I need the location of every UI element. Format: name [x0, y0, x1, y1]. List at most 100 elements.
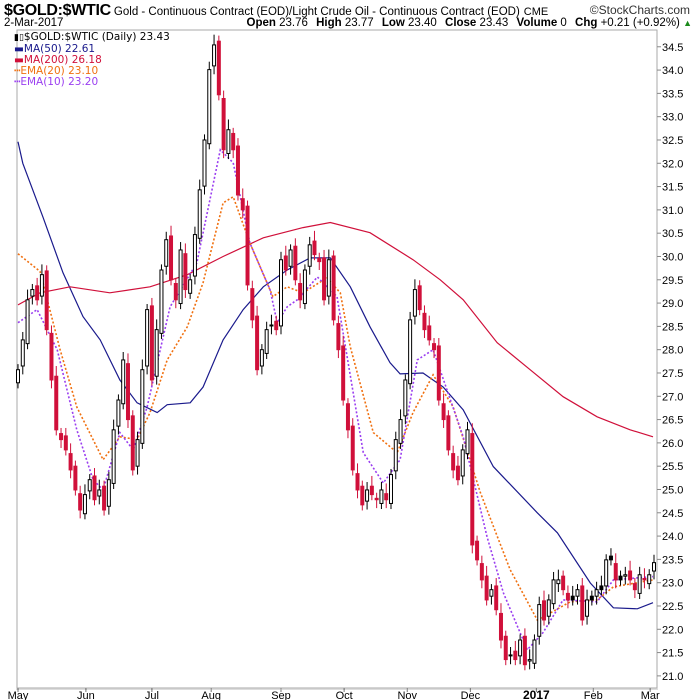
y-tick-label: 23.0	[662, 578, 683, 590]
volume-value: 0	[560, 17, 567, 29]
x-tick-label: Nov	[397, 690, 417, 700]
candle-body	[551, 579, 556, 605]
y-tick-label: 23.5	[662, 554, 683, 566]
candle-body	[92, 475, 97, 501]
y-tick-label: 28.0	[662, 345, 683, 357]
candle-body	[412, 289, 417, 317]
legend-label: MA(200) 26.18	[23, 54, 102, 66]
candle-body	[73, 465, 78, 491]
candle-body	[30, 289, 35, 297]
candle-body	[264, 329, 269, 354]
candle-body	[106, 479, 111, 507]
candle-body	[39, 274, 44, 297]
candle-body	[235, 145, 240, 196]
x-tick-label: Sep	[271, 690, 291, 700]
solid-line-icon: ▬	[14, 54, 24, 66]
candle-body	[207, 69, 212, 145]
legend-label: EMA(20) 23.10	[20, 65, 99, 77]
candle-body	[135, 439, 140, 467]
close-value: 23.43	[479, 17, 509, 29]
solid-line-icon: ▬	[14, 43, 24, 55]
candle-body	[154, 329, 159, 377]
candle-body	[216, 40, 221, 96]
candle-body	[59, 433, 64, 441]
y-tick-label: 24.0	[662, 531, 683, 543]
candle-body	[140, 369, 145, 444]
candle-body	[465, 429, 470, 455]
candle-body	[580, 585, 585, 621]
candle-body	[484, 575, 489, 601]
candle-body	[608, 555, 613, 561]
candle-body	[322, 257, 327, 301]
candle-body	[513, 650, 518, 661]
candle-body	[374, 497, 379, 501]
candle-body	[331, 255, 336, 321]
symbol-title: $GOLD:$WTIC	[4, 2, 111, 19]
candle-body	[384, 493, 389, 501]
candle-body	[202, 139, 207, 187]
candle-body	[197, 189, 202, 239]
candle-body	[149, 305, 154, 381]
plot-frame	[16, 29, 658, 689]
dotted-line-icon: ┅	[14, 65, 21, 77]
open-label: Open	[246, 17, 276, 29]
candle-body	[570, 595, 575, 601]
x-tick-label: Dec	[461, 690, 481, 700]
series-line-ma200	[17, 221, 654, 438]
candle-body	[518, 639, 523, 657]
candle-body	[542, 600, 547, 621]
candle-body	[532, 639, 537, 664]
candle-body	[561, 575, 566, 591]
chg-value: +0.21 (+0.92%)	[600, 17, 680, 29]
candle-body	[503, 635, 508, 661]
candle-icon: ▮▯	[14, 33, 24, 43]
candle-body	[398, 419, 403, 444]
legend-item-ema20: ┅EMA(20) 23.10	[14, 66, 170, 77]
candle-body	[594, 589, 599, 597]
legend-item-ma50: ▬MA(50) 22.61	[14, 44, 170, 55]
y-tick-label: 29.5	[662, 275, 683, 287]
y-tick-label: 30.0	[662, 251, 683, 263]
y-tick-label: 25.0	[662, 484, 683, 496]
candle-body	[226, 129, 231, 154]
ohlc-readout: Open 23.76 High 23.77 Low 23.40 Close 23…	[242, 17, 693, 29]
exchange-label: CME	[523, 6, 549, 18]
candle-body	[446, 415, 451, 451]
y-tick-label: 34.5	[662, 42, 683, 54]
x-tick-label: Jul	[145, 690, 159, 700]
candle-body	[556, 579, 561, 585]
candle-body	[279, 259, 284, 327]
candle-body	[527, 659, 532, 662]
high-value: 23.77	[344, 17, 374, 29]
x-tick-label: Aug	[201, 690, 221, 700]
candle-body	[111, 429, 116, 484]
y-tick-label: 22.0	[662, 624, 683, 636]
y-tick-label: 32.0	[662, 158, 683, 170]
candle-body	[269, 324, 274, 327]
x-tick-label: Feb	[584, 690, 603, 700]
candle-body	[422, 312, 427, 331]
y-tick-label: 21.5	[662, 648, 683, 660]
candle-body	[145, 309, 150, 367]
candle-body	[255, 315, 260, 371]
brand-link[interactable]: ©StockCharts.com	[589, 3, 690, 17]
candle-body	[121, 359, 126, 405]
candle-body	[159, 269, 164, 334]
low-value: 23.40	[408, 17, 437, 29]
candle-body	[307, 244, 312, 267]
candle-body	[388, 474, 393, 504]
candle-body	[336, 323, 341, 351]
candle-body	[54, 375, 59, 431]
candle-body	[288, 249, 293, 267]
candle-body	[312, 240, 317, 256]
candle-body	[317, 257, 322, 263]
candle-body	[345, 403, 350, 431]
dotted-line-icon: ┅	[14, 76, 21, 88]
x-tick-label: Mar	[641, 690, 660, 700]
legend-label: $GOLD:$WTIC (Daily) 23.43	[23, 31, 170, 43]
candle-body	[231, 132, 236, 151]
y-tick-label: 24.5	[662, 508, 683, 520]
candle-body	[365, 489, 370, 502]
y-tick-label: 34.0	[662, 65, 683, 77]
candle-body	[408, 319, 413, 385]
